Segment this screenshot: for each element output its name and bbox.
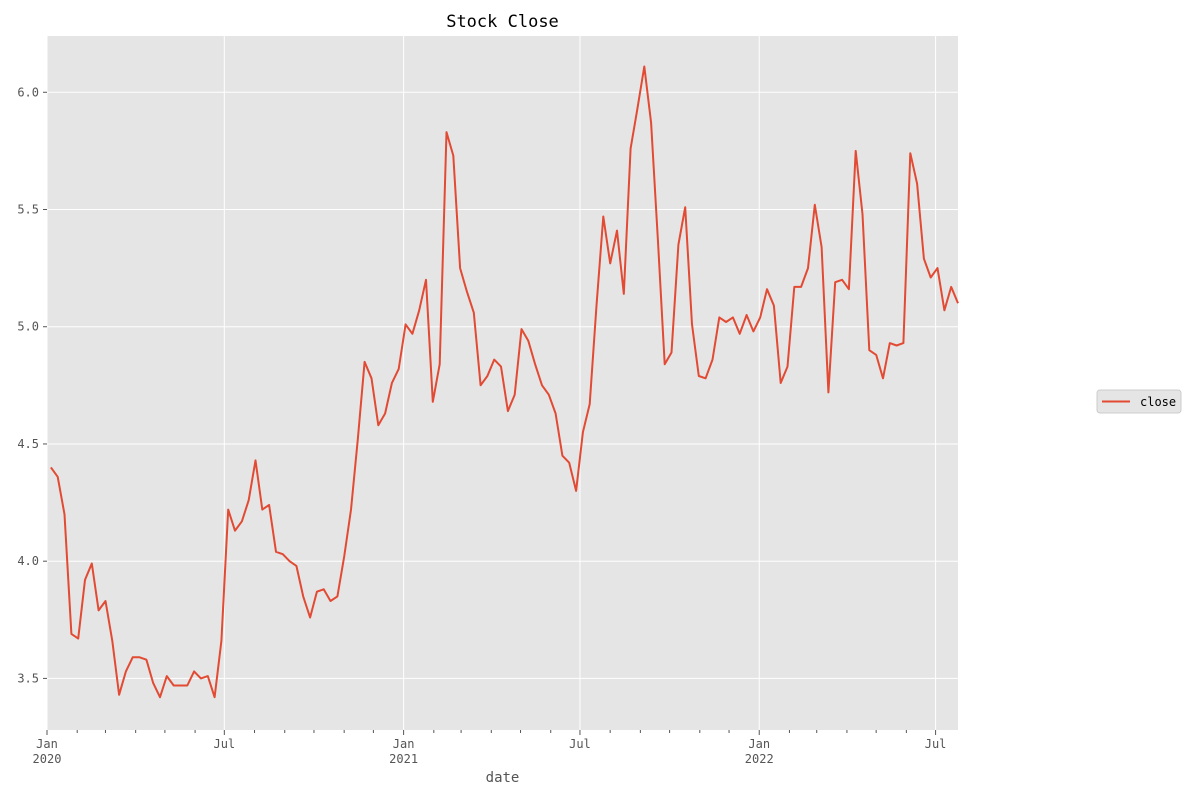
x-tick-label: Jul bbox=[213, 737, 235, 751]
x-tick-year-label: 2022 bbox=[745, 752, 774, 766]
series-layer bbox=[50, 65, 959, 699]
x-tick-year-label: 2021 bbox=[389, 752, 418, 766]
x-tick-label: Jan bbox=[393, 737, 415, 751]
y-tick-label: 5.5 bbox=[17, 203, 39, 217]
x-tick-label: Jan bbox=[748, 737, 770, 751]
x-tick-label: Jul bbox=[925, 737, 947, 751]
x-tick-label: Jan bbox=[36, 737, 58, 751]
x-tick-year-label: 2020 bbox=[33, 752, 62, 766]
grid-lines bbox=[46, 36, 958, 730]
y-tick-label: 5.0 bbox=[17, 320, 39, 334]
legend: close bbox=[1096, 389, 1182, 414]
chart-title: Stock Close bbox=[446, 12, 559, 32]
plot-area bbox=[47, 36, 958, 730]
series-line-close bbox=[50, 65, 959, 699]
y-tick-label: 4.5 bbox=[17, 437, 39, 451]
x-tick-label: Jul bbox=[569, 737, 591, 751]
x-axis-label: date bbox=[486, 770, 520, 786]
legend-box bbox=[1096, 389, 1182, 414]
y-tick-label: 3.5 bbox=[17, 671, 39, 685]
y-tick-label: 6.0 bbox=[17, 85, 39, 99]
legend-label-close: close bbox=[1140, 395, 1176, 409]
y-tick-label: 4.0 bbox=[17, 554, 39, 568]
